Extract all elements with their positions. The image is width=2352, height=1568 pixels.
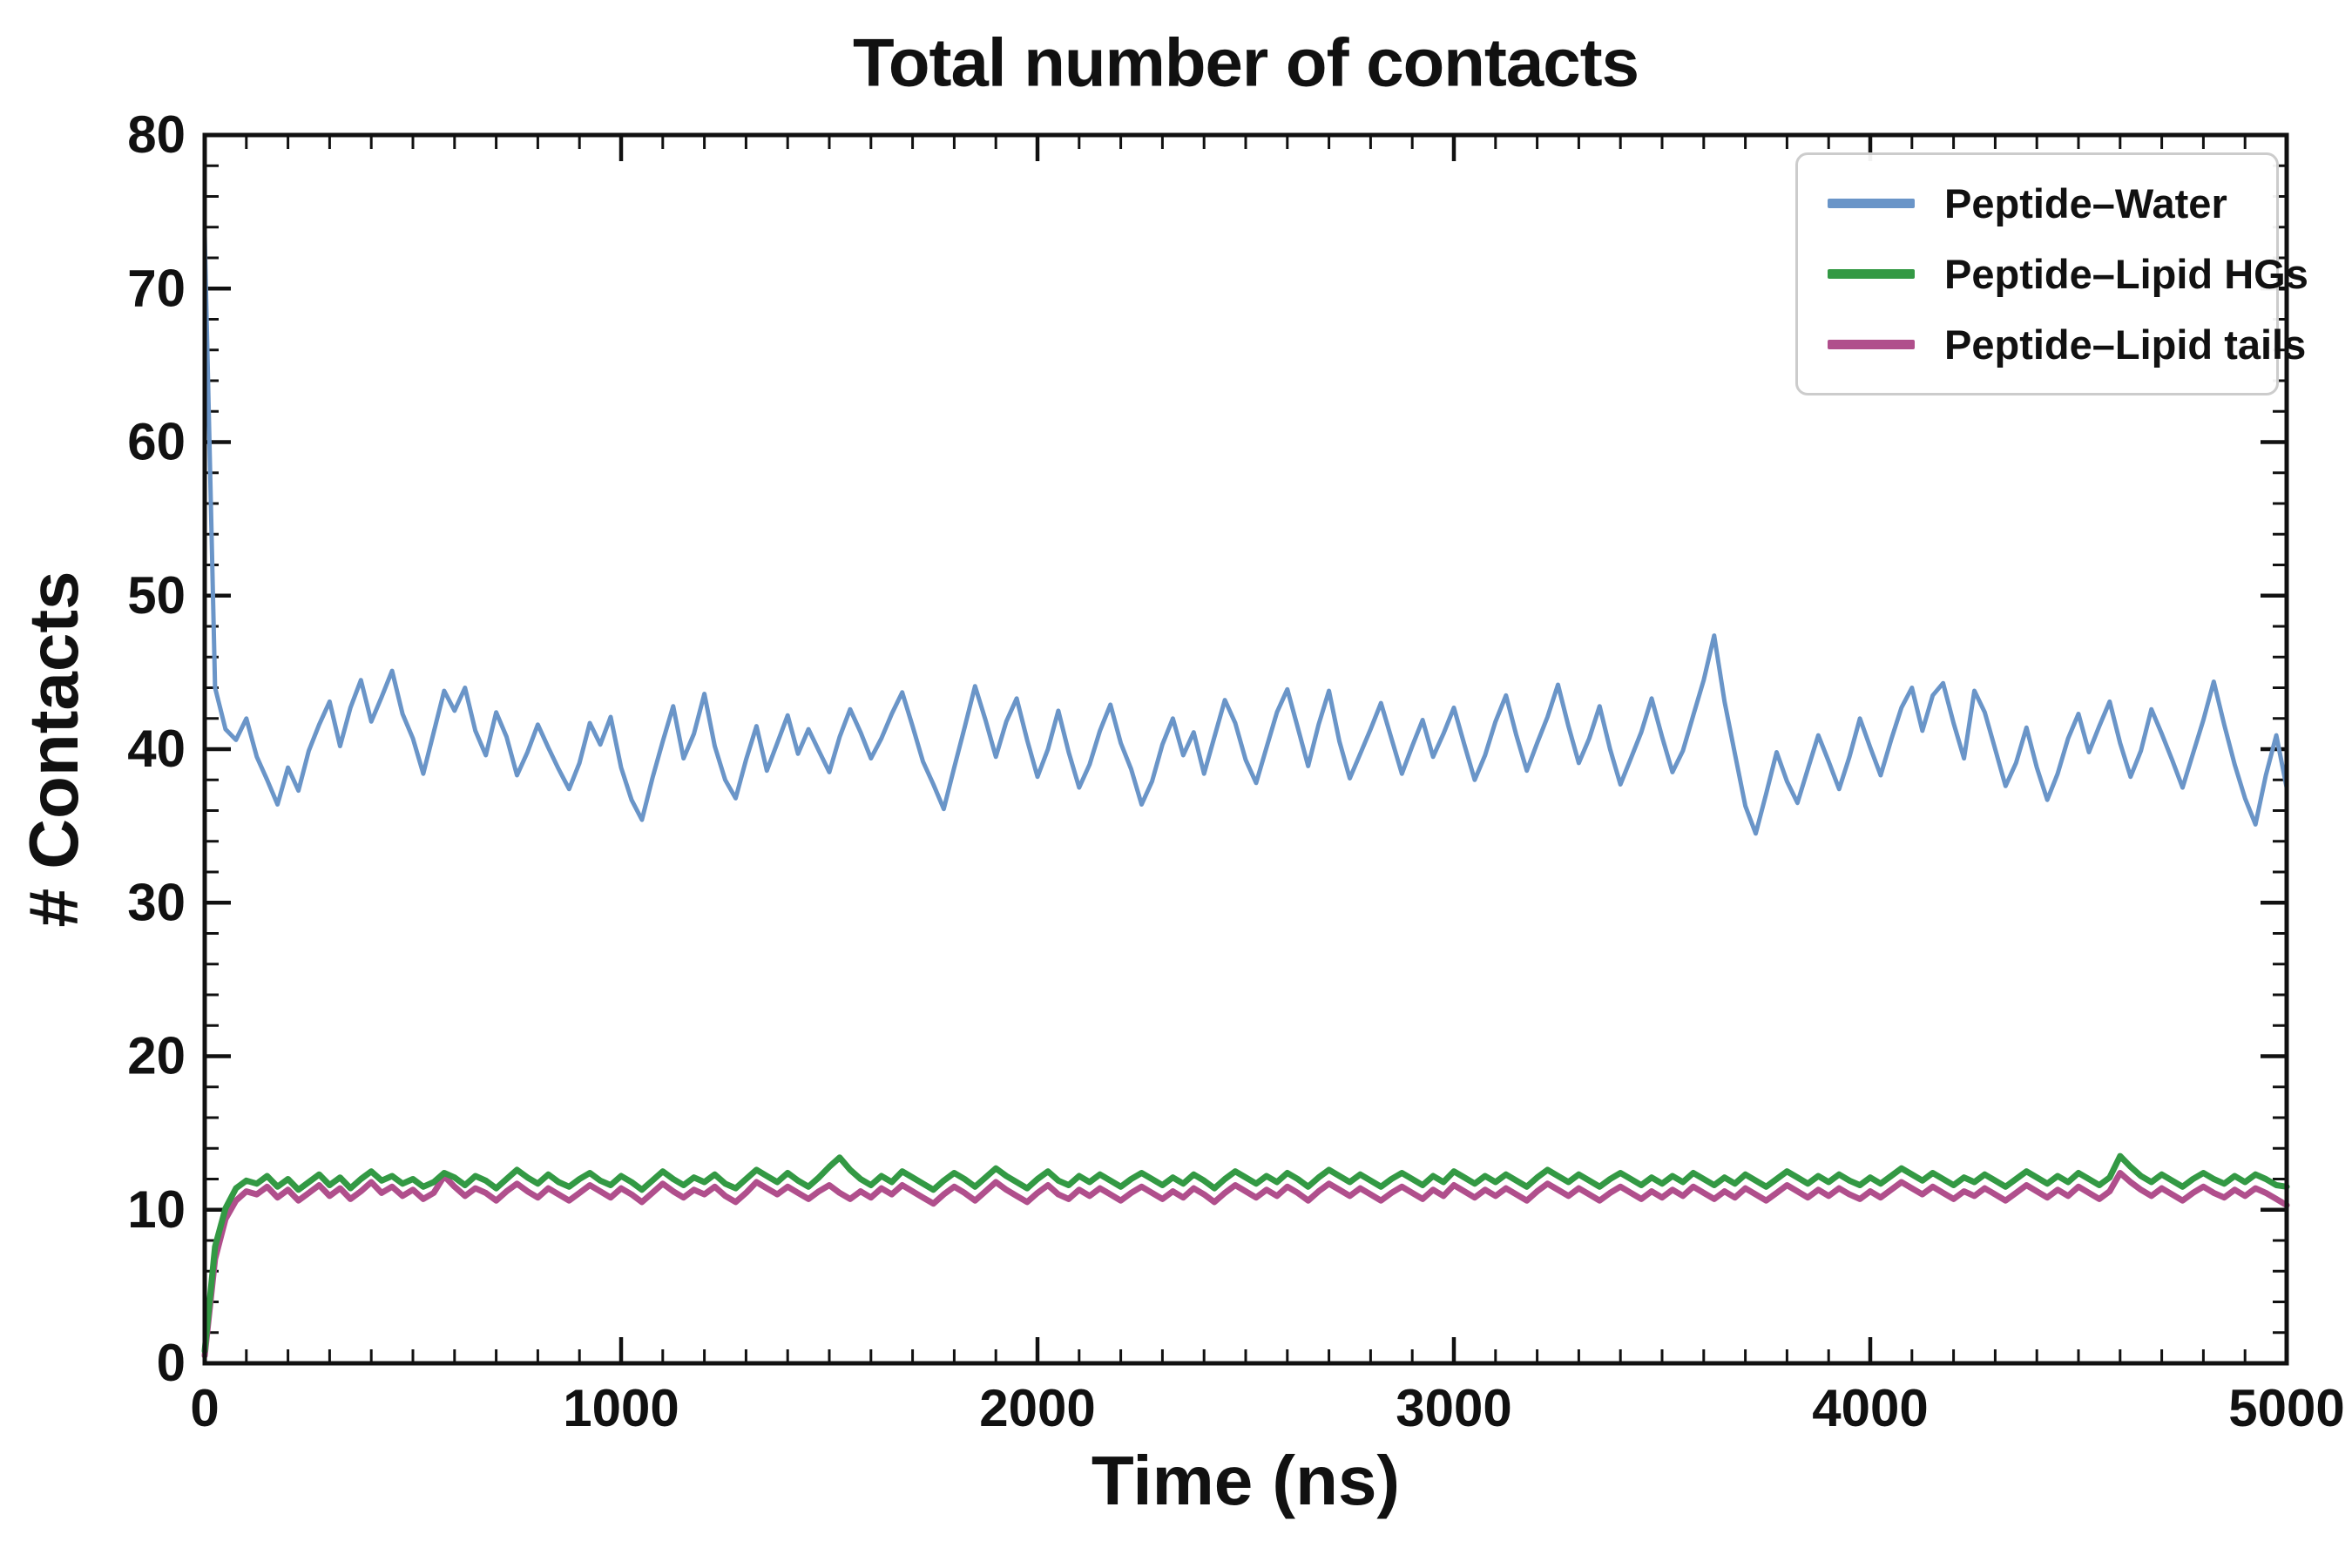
x-tick-label: 1000	[563, 1379, 679, 1437]
chart-title: Total number of contacts	[853, 24, 1639, 101]
series-line-peptide-water	[202, 233, 2289, 836]
legend-swatch-peptide-water	[1828, 199, 1915, 208]
y-tick-label: 20	[127, 1027, 186, 1085]
series-line-peptide-lipid-tails	[201, 1170, 2290, 1359]
legend-swatch-peptide-lipid-hgs	[1828, 269, 1915, 279]
y-tick-label: 80	[127, 105, 186, 164]
y-tick-label: 40	[127, 720, 186, 778]
legend-entry-peptide-lipid-hgs: Peptide–Lipid HGs	[1828, 250, 2308, 298]
y-tick-label: 0	[157, 1334, 186, 1392]
legend-label-peptide-lipid-tails: Peptide–Lipid tails	[1944, 321, 2307, 368]
y-tick-label: 70	[127, 259, 186, 317]
x-tick-label: 0	[190, 1379, 219, 1437]
legend-label-peptide-lipid-hgs: Peptide–Lipid HGs	[1944, 251, 2308, 297]
x-tick-label: 2000	[979, 1379, 1095, 1437]
x-axis-label: Time (ns)	[1091, 1442, 1401, 1519]
legend: Peptide–Water Peptide–Lipid HGs Peptide–…	[1795, 152, 2308, 395]
series-line-peptide-lipid-hgs	[201, 1152, 2290, 1355]
legend-entry-peptide-water: Peptide–Water	[1828, 179, 2247, 227]
y-tick-label: 60	[127, 413, 186, 471]
legend-swatch-peptide-lipid-tails	[1828, 340, 1915, 349]
plot-spines	[202, 132, 2289, 1366]
legend-label-peptide-water: Peptide–Water	[1944, 180, 2227, 226]
y-tick-label: 30	[127, 873, 186, 931]
legend-entry-peptide-lipid-tails: Peptide–Lipid tails	[1828, 321, 2306, 368]
y-axis-label: # Contacts	[15, 571, 92, 928]
x-tick-label: 5000	[2228, 1379, 2344, 1437]
x-tick-label: 3000	[1396, 1379, 1511, 1437]
y-tick-label: 10	[127, 1180, 186, 1239]
y-tick-label: 50	[127, 566, 186, 625]
x-tick-label: 4000	[1812, 1379, 1928, 1437]
